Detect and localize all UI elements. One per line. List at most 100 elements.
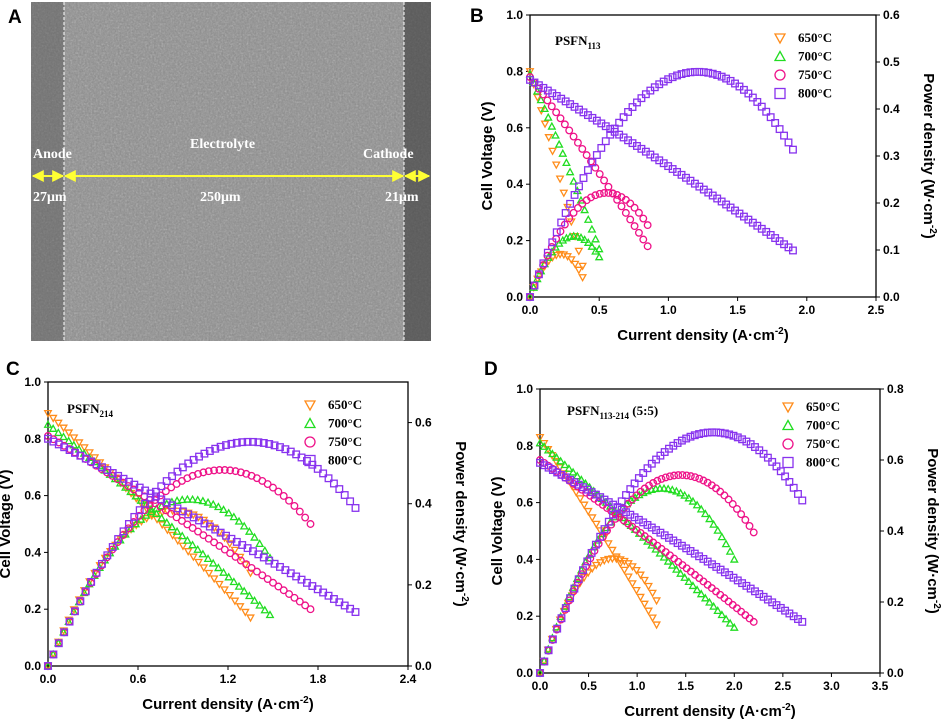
legend-label: 650°C — [798, 30, 832, 45]
voltage-point — [246, 614, 255, 623]
voltage-point — [552, 108, 561, 117]
power-point — [295, 507, 304, 516]
voltage-point — [263, 575, 272, 583]
voltage-point — [193, 544, 203, 553]
power-point — [238, 438, 247, 447]
power-point — [591, 191, 600, 200]
voltage-point — [574, 247, 584, 256]
power-point — [301, 513, 310, 522]
power-point — [570, 190, 579, 199]
power-point — [351, 504, 360, 512]
voltage-point — [630, 513, 639, 522]
voltage-point — [79, 444, 89, 453]
voltage-point — [188, 553, 198, 562]
power-point — [748, 93, 757, 102]
power-point — [667, 485, 677, 494]
voltage-point — [558, 148, 568, 157]
y-tick-label: 0.2 — [506, 234, 523, 248]
power-point — [231, 467, 240, 476]
x-tick-label: 3.0 — [823, 679, 840, 693]
voltage-point — [798, 617, 807, 626]
voltage-point — [656, 528, 665, 537]
power-point — [566, 256, 576, 265]
voltage-point — [244, 591, 254, 600]
power-point — [720, 491, 729, 500]
power-point — [260, 545, 270, 554]
power-point — [680, 490, 690, 499]
power-point — [709, 519, 719, 528]
power-point — [717, 72, 726, 81]
power-point — [220, 466, 229, 474]
power-point — [205, 447, 214, 455]
voltage-point — [548, 466, 557, 475]
power-point — [151, 487, 160, 496]
power-point — [236, 468, 245, 477]
x-tick-label: 1.5 — [729, 303, 746, 317]
voltage-point — [250, 595, 259, 604]
power-point — [129, 517, 138, 526]
y2-tick-label: 0.4 — [415, 497, 432, 511]
power-point — [798, 496, 807, 505]
y-tick-label: 0.4 — [506, 177, 523, 191]
power-point — [597, 143, 606, 152]
power-point — [729, 431, 738, 440]
voltage-point — [239, 586, 249, 595]
power-point — [124, 520, 133, 528]
voltage-point — [591, 490, 600, 499]
voltage-point — [581, 478, 590, 487]
voltage-point — [230, 597, 240, 606]
voltage-point — [659, 552, 669, 561]
power-point — [785, 477, 794, 486]
voltage-point — [648, 614, 657, 623]
power-point — [595, 189, 604, 198]
power-point — [130, 512, 139, 521]
legend-marker — [781, 419, 795, 431]
power-point — [716, 428, 725, 437]
voltage-point — [551, 161, 561, 170]
voltage-point — [269, 578, 277, 587]
y2-tick-label: 0.2 — [415, 578, 432, 592]
voltage-point — [209, 575, 219, 584]
voltage-point — [570, 478, 579, 487]
legend-label: 750°C — [328, 434, 362, 449]
power-point — [733, 433, 742, 442]
power-point — [547, 243, 556, 251]
voltage-point — [219, 567, 228, 576]
power-point — [601, 137, 610, 146]
power-point — [346, 497, 355, 506]
power-point — [535, 668, 545, 677]
voltage-point — [188, 524, 197, 532]
voltage-point — [721, 614, 731, 623]
voltage-point — [587, 514, 597, 523]
power-point — [290, 501, 299, 510]
voltage-point — [183, 520, 192, 529]
power-point — [738, 435, 747, 444]
legend-marker — [782, 456, 794, 469]
power-point — [691, 473, 699, 482]
power-point — [643, 221, 652, 230]
power-point — [632, 567, 641, 575]
y2-tick-label: 0.5 — [883, 55, 900, 69]
power-point — [172, 496, 182, 504]
power-point — [204, 467, 213, 476]
voltage-point — [177, 516, 186, 525]
y-tick-label: 1.0 — [24, 375, 41, 389]
voltage-point — [199, 531, 208, 540]
power-point — [678, 471, 687, 480]
power-point — [704, 68, 713, 77]
voltage-point — [551, 458, 561, 466]
power-point — [695, 430, 704, 438]
power-point — [591, 561, 601, 570]
power-point — [677, 70, 686, 79]
voltage-point — [525, 68, 535, 77]
voltage-point — [260, 605, 270, 614]
x-tick-label: 0.5 — [580, 679, 597, 693]
voltage-point — [213, 563, 223, 572]
voltage-point — [729, 622, 739, 631]
power-point — [789, 483, 798, 492]
voltage-point — [557, 470, 566, 479]
power-point — [690, 67, 699, 76]
power-point — [753, 97, 762, 106]
power-point — [313, 464, 322, 473]
voltage-point — [564, 463, 574, 472]
